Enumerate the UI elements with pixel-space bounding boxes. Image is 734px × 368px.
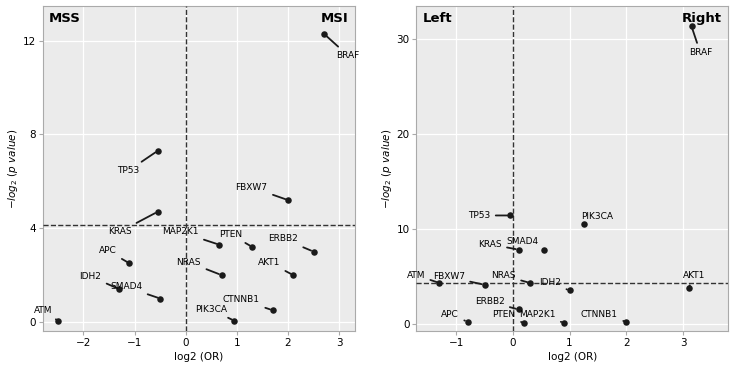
Text: CTNNB1: CTNNB1 — [223, 296, 270, 309]
Text: TP53: TP53 — [117, 152, 156, 175]
Text: KRAS: KRAS — [109, 213, 155, 236]
Text: MAP2K1: MAP2K1 — [162, 227, 217, 244]
Text: MAP2K1: MAP2K1 — [519, 310, 562, 322]
Point — [287, 272, 299, 278]
Point — [267, 307, 279, 313]
Text: Left: Left — [423, 12, 452, 25]
Text: KRAS: KRAS — [478, 240, 516, 249]
Text: MSI: MSI — [321, 12, 348, 25]
Text: PIK3CA: PIK3CA — [195, 305, 232, 319]
Text: IDH2: IDH2 — [539, 278, 567, 290]
Point — [564, 287, 575, 293]
Point — [123, 261, 135, 266]
Point — [113, 286, 125, 292]
Text: AKT1: AKT1 — [683, 271, 705, 288]
Point — [620, 319, 632, 325]
Point — [479, 282, 490, 288]
Point — [512, 247, 524, 252]
Text: BRAF: BRAF — [688, 29, 712, 57]
Text: APC: APC — [441, 309, 465, 321]
Point — [686, 24, 697, 29]
Point — [52, 318, 64, 324]
Text: BRAF: BRAF — [326, 36, 360, 60]
Text: APC: APC — [99, 246, 127, 262]
Text: Right: Right — [682, 12, 722, 25]
Point — [683, 285, 694, 291]
Point — [152, 209, 164, 215]
Text: TP53: TP53 — [468, 211, 507, 220]
Text: MSS: MSS — [48, 12, 81, 25]
Point — [504, 212, 516, 218]
Text: ERBB2: ERBB2 — [269, 234, 311, 251]
Point — [518, 320, 530, 326]
Point — [512, 307, 524, 312]
Text: SMAD4: SMAD4 — [506, 237, 544, 250]
Point — [247, 244, 258, 250]
Text: PIK3CA: PIK3CA — [581, 212, 613, 224]
Y-axis label: $-log_2\ (p\ value)$: $-log_2\ (p\ value)$ — [6, 128, 20, 209]
Text: NRAS: NRAS — [491, 271, 527, 282]
X-axis label: log2 (OR): log2 (OR) — [174, 353, 223, 362]
Point — [433, 280, 445, 286]
Point — [538, 247, 550, 252]
Text: ATM: ATM — [407, 270, 437, 282]
Point — [558, 320, 570, 326]
Point — [228, 318, 240, 324]
Point — [213, 242, 225, 248]
Text: CTNNB1: CTNNB1 — [581, 309, 624, 321]
Text: PTEN: PTEN — [219, 230, 250, 245]
Point — [462, 319, 473, 325]
Point — [308, 249, 319, 255]
Text: ATM: ATM — [34, 306, 58, 321]
Text: ERBB2: ERBB2 — [475, 297, 516, 309]
Point — [524, 280, 536, 286]
Text: FBXW7: FBXW7 — [432, 272, 482, 284]
Point — [154, 296, 166, 301]
Point — [282, 197, 294, 203]
Text: NRAS: NRAS — [177, 258, 219, 274]
Y-axis label: $-log_2\ (p\ value)$: $-log_2\ (p\ value)$ — [379, 128, 393, 209]
Text: FBXW7: FBXW7 — [236, 183, 286, 199]
Point — [216, 272, 228, 278]
Point — [578, 221, 589, 227]
Text: AKT1: AKT1 — [258, 258, 291, 274]
Text: SMAD4: SMAD4 — [110, 283, 158, 298]
Point — [152, 148, 164, 154]
Point — [318, 31, 330, 37]
Text: IDH2: IDH2 — [79, 272, 117, 288]
X-axis label: log2 (OR): log2 (OR) — [548, 353, 597, 362]
Text: PTEN: PTEN — [493, 311, 522, 322]
